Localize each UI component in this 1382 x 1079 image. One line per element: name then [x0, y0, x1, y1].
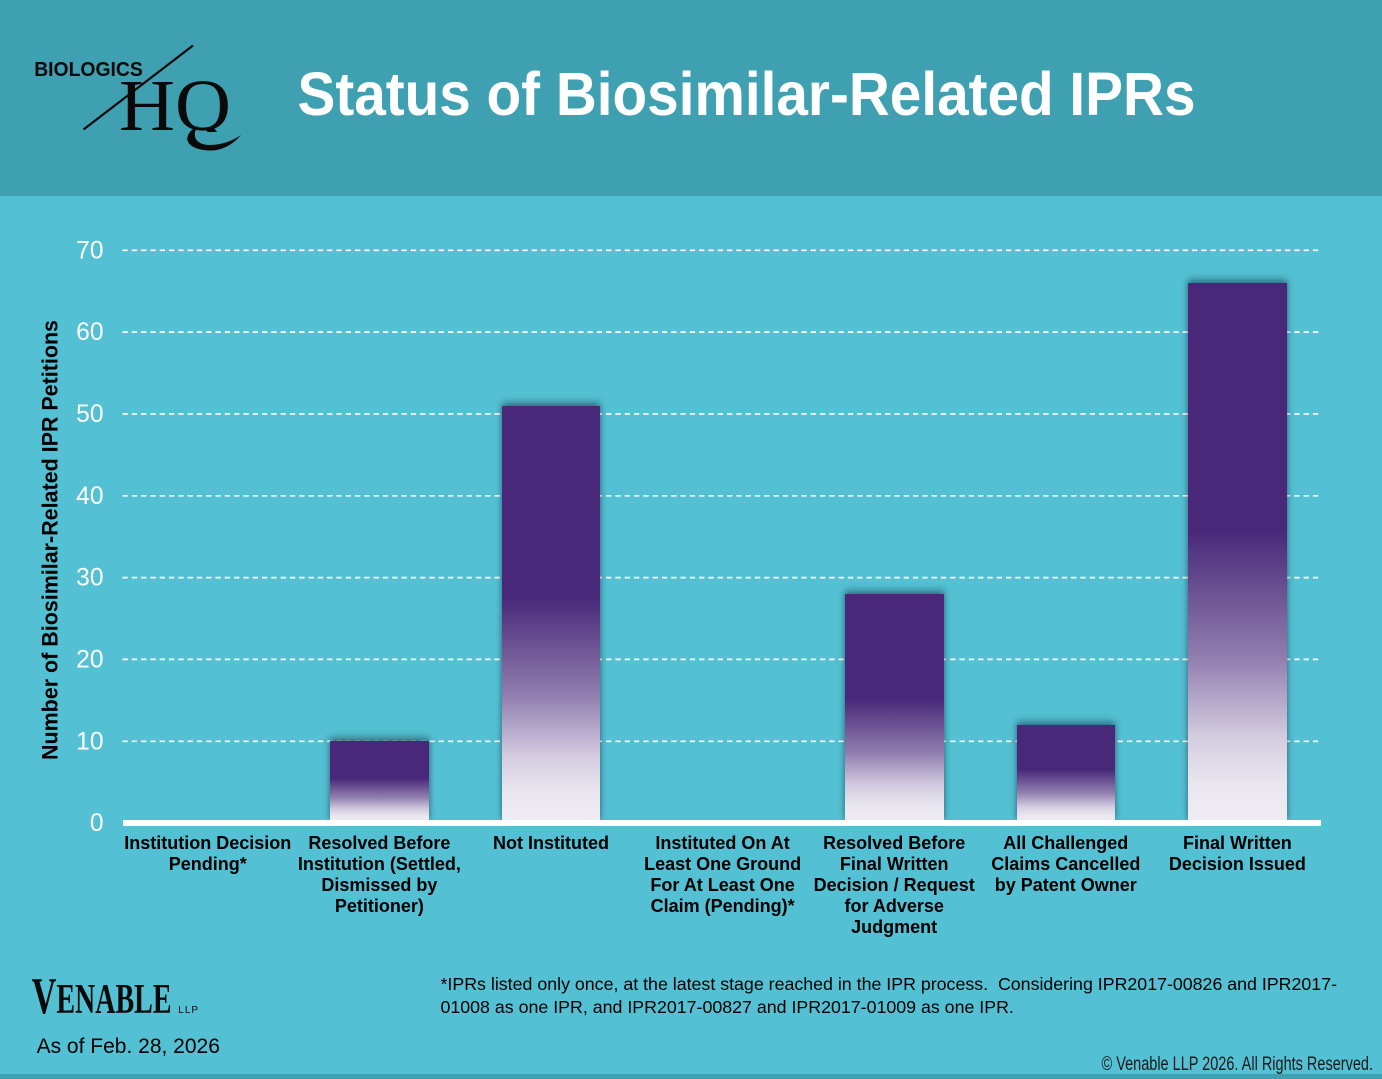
svg-text:Status of Biosimilar-Related I: Status of Biosimilar-Related IPRs	[298, 60, 1196, 129]
svg-text:VENABLE: VENABLE	[32, 968, 172, 1025]
svg-text:LLP: LLP	[178, 1005, 199, 1016]
svg-text:30: 30	[76, 565, 103, 592]
svg-text:40: 40	[76, 483, 103, 510]
svg-text:0: 0	[90, 810, 104, 837]
svg-text:50: 50	[76, 401, 103, 428]
svg-text:Number of Biosimilar-Related I: Number of Biosimilar-Related IPR Petitio…	[38, 320, 63, 760]
svg-text:70: 70	[76, 237, 103, 264]
svg-text:10: 10	[76, 728, 103, 755]
svg-text:© Venable LLP 2026. All Rights: © Venable LLP 2026. All Rights Reserved.	[1102, 1054, 1374, 1075]
svg-text:20: 20	[76, 647, 103, 674]
svg-text:BIOLOGICS: BIOLOGICS	[34, 59, 143, 81]
svg-text:60: 60	[76, 319, 103, 346]
